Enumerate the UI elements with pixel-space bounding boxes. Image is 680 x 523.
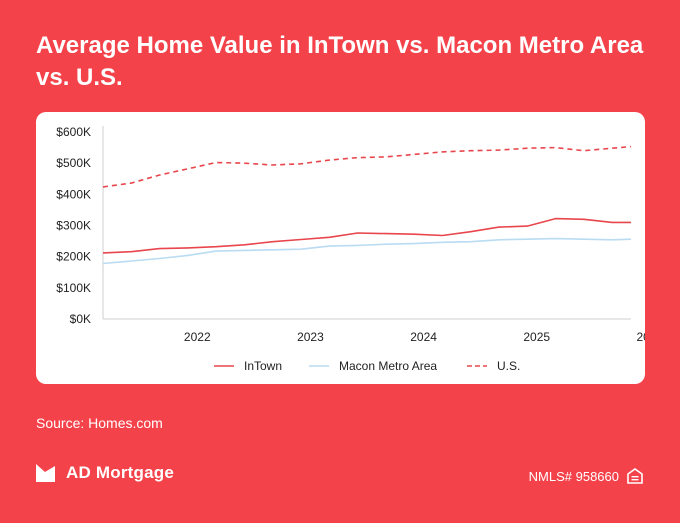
y-tick-label: $200K [56, 250, 91, 264]
source-note: Source: Homes.com [36, 415, 163, 431]
chart-card: $0K $100K $200K $300K $400K $500K $600K 2022 202… [36, 112, 645, 384]
x-tick-label: 2023 [297, 330, 324, 344]
brand-logo: AD Mortgage [36, 461, 174, 485]
y-tick-label: $500K [56, 156, 91, 170]
legend-label: U.S. [497, 359, 520, 373]
brand-name: AD Mortgage [66, 463, 174, 482]
x-tick-label: 2024 [410, 330, 437, 344]
series-line-macon-metro-area [102, 237, 632, 265]
y-tick-label: $300K [56, 219, 91, 233]
line-chart: $0K $100K $200K $300K $400K $500K $600K 2022 202… [56, 125, 645, 373]
series-line-u-s [102, 145, 632, 188]
chart-title: Average Home Value in InTown vs. Macon M… [36, 32, 644, 91]
ad-mortgage-logo-icon [36, 464, 55, 482]
x-tick-label: 2025 [523, 330, 550, 344]
x-tick-label: 2022 [184, 330, 211, 344]
y-tick-label: $0K [70, 312, 91, 326]
legend-label: Macon Metro Area [339, 359, 437, 373]
x-tick-label: 2026 [637, 330, 645, 344]
series-line-intown [102, 217, 631, 254]
y-tick-label: $600K [56, 125, 91, 139]
equal-housing-lender-icon [627, 468, 643, 484]
nmls-number: NMLS# 958660 [528, 468, 619, 484]
y-tick-label: $400K [56, 187, 91, 201]
legend-label: InTown [244, 359, 282, 373]
nmls-block: NMLS# 958660 [529, 466, 643, 486]
y-tick-label: $100K [56, 281, 91, 295]
